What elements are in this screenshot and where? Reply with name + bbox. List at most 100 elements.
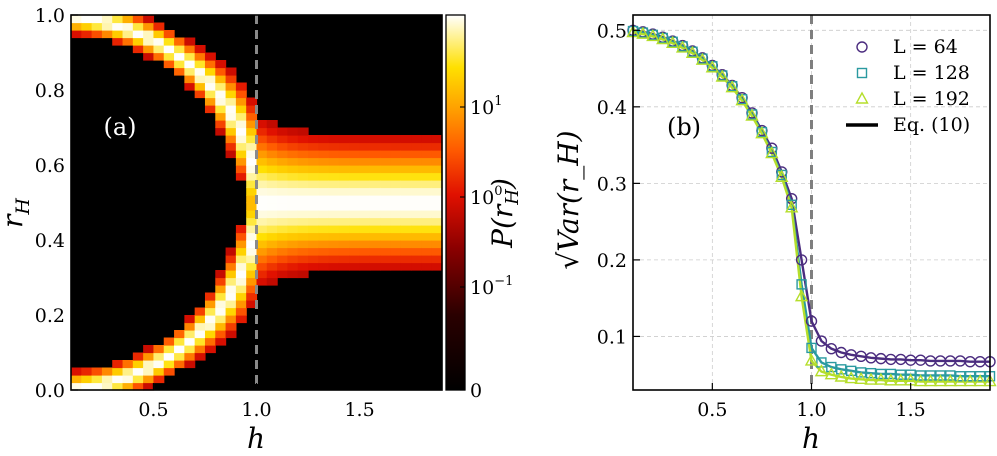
heatmap-cell xyxy=(204,300,216,309)
heatmap-cell xyxy=(194,352,206,361)
heatmap-cell xyxy=(184,330,196,339)
heatmap-cell xyxy=(215,307,227,316)
heatmap-cell xyxy=(184,315,196,324)
colorbar: 0 10−1 100 101 P(rH) xyxy=(445,14,523,402)
data-point-128 xyxy=(836,364,847,375)
y-axis-label-a: rH xyxy=(0,198,34,228)
heatmap-cell xyxy=(338,210,350,219)
legend-label-192: L = 192 xyxy=(893,88,970,110)
heatmap-cell xyxy=(91,382,103,391)
heatmap-cell xyxy=(318,195,330,204)
heatmap-cell xyxy=(390,262,402,271)
heatmap-cell xyxy=(287,270,299,279)
heatmap-cell xyxy=(421,262,433,271)
heatmap-cell xyxy=(349,232,361,241)
heatmap-cell xyxy=(153,37,165,46)
heatmap-cell xyxy=(431,247,443,256)
data-point-192 xyxy=(745,108,759,121)
heatmap-cell xyxy=(338,232,350,241)
heatmap-cell xyxy=(122,15,134,24)
data-point-128 xyxy=(905,369,916,380)
heatmap-cell xyxy=(184,322,196,331)
heatmap-cell xyxy=(338,150,350,159)
heatmap-cell xyxy=(71,382,82,391)
heatmap-cell xyxy=(184,337,196,346)
heatmap-cell xyxy=(163,360,175,369)
heatmap-cell xyxy=(380,150,392,159)
heatmap-cell xyxy=(308,150,319,159)
heatmap-cell xyxy=(369,187,381,196)
data-point-128 xyxy=(935,370,946,381)
heatmap-cell xyxy=(421,180,433,189)
heatmap-cell xyxy=(421,232,433,241)
heatmap-cell xyxy=(421,150,433,159)
heatmap-cell xyxy=(359,225,371,234)
heatmap-cell xyxy=(91,375,103,384)
y-tick-label-b: 0.4 xyxy=(597,97,627,119)
y-tick-label-a: 0.8 xyxy=(35,80,65,102)
heatmap-cell xyxy=(184,37,196,46)
data-point-192 xyxy=(784,200,799,213)
heatmap-cell xyxy=(359,187,371,196)
heatmap-cell xyxy=(235,255,247,264)
heatmap-cell xyxy=(297,217,309,226)
heatmap-cell xyxy=(297,270,309,279)
heatmap-cell xyxy=(194,67,206,76)
heatmap-cell xyxy=(359,180,371,189)
heatmap-cell xyxy=(215,270,227,279)
heatmap-cell xyxy=(328,210,340,219)
heatmap-cell xyxy=(246,150,258,159)
heatmap-cell xyxy=(143,22,155,31)
heatmap-cell xyxy=(328,240,340,249)
heatmap-cell xyxy=(287,232,299,241)
heatmap-cell xyxy=(287,210,299,219)
legend-marker-128 xyxy=(856,67,868,79)
heatmap-cell xyxy=(380,247,392,256)
heatmap-cell xyxy=(318,180,330,189)
heatmap-cell xyxy=(184,75,196,84)
heatmap-cell xyxy=(411,180,422,189)
heatmap-cell xyxy=(359,255,371,264)
heatmap-cell xyxy=(215,292,227,301)
data-point-192 xyxy=(824,367,839,380)
data-point-192 xyxy=(814,364,829,377)
heatmap-cell xyxy=(246,142,258,151)
data-point-192 xyxy=(725,80,739,93)
heatmap-cell xyxy=(328,232,340,241)
heatmap-cell xyxy=(112,375,124,384)
heatmap-cell xyxy=(287,225,299,234)
heatmap-cell xyxy=(112,30,124,39)
heatmap-cell xyxy=(122,367,134,376)
heatmap-cell xyxy=(400,240,412,249)
heatmap-cell xyxy=(112,22,124,31)
heatmap-cell xyxy=(390,217,402,226)
heatmap-cell xyxy=(338,255,350,264)
data-point-128 xyxy=(974,371,986,382)
heatmap-cell xyxy=(266,210,278,219)
heatmap-cell xyxy=(328,157,340,166)
data-point-128 xyxy=(955,371,966,382)
heatmap-cell xyxy=(256,165,268,174)
heatmap-cell xyxy=(153,352,165,361)
data-point-192 xyxy=(923,374,938,387)
heatmap-cell xyxy=(318,157,330,166)
heatmap-cell xyxy=(411,150,422,159)
heatmap-cell xyxy=(308,217,319,226)
heatmap-cell xyxy=(411,142,422,151)
heatmap-cell xyxy=(256,232,268,241)
heatmap-cell xyxy=(390,187,402,196)
heatmap-cell xyxy=(112,382,124,391)
heatmap-cell xyxy=(421,165,433,174)
heatmap-cell xyxy=(174,67,185,76)
heatmap-cell xyxy=(194,322,206,331)
data-point-192 xyxy=(894,373,908,386)
heatmap-cell xyxy=(318,172,330,181)
heatmap-cell xyxy=(194,90,206,99)
heatmap-cell xyxy=(174,352,185,361)
y-tick-label-a: 0.4 xyxy=(35,230,65,252)
colorbar-ticks: 0 10−1 100 101 xyxy=(460,94,513,402)
heatmap-cell xyxy=(380,255,392,264)
heatmap-cell xyxy=(431,195,443,204)
heatmap-cell xyxy=(225,105,237,114)
heatmap-cell xyxy=(266,240,278,249)
